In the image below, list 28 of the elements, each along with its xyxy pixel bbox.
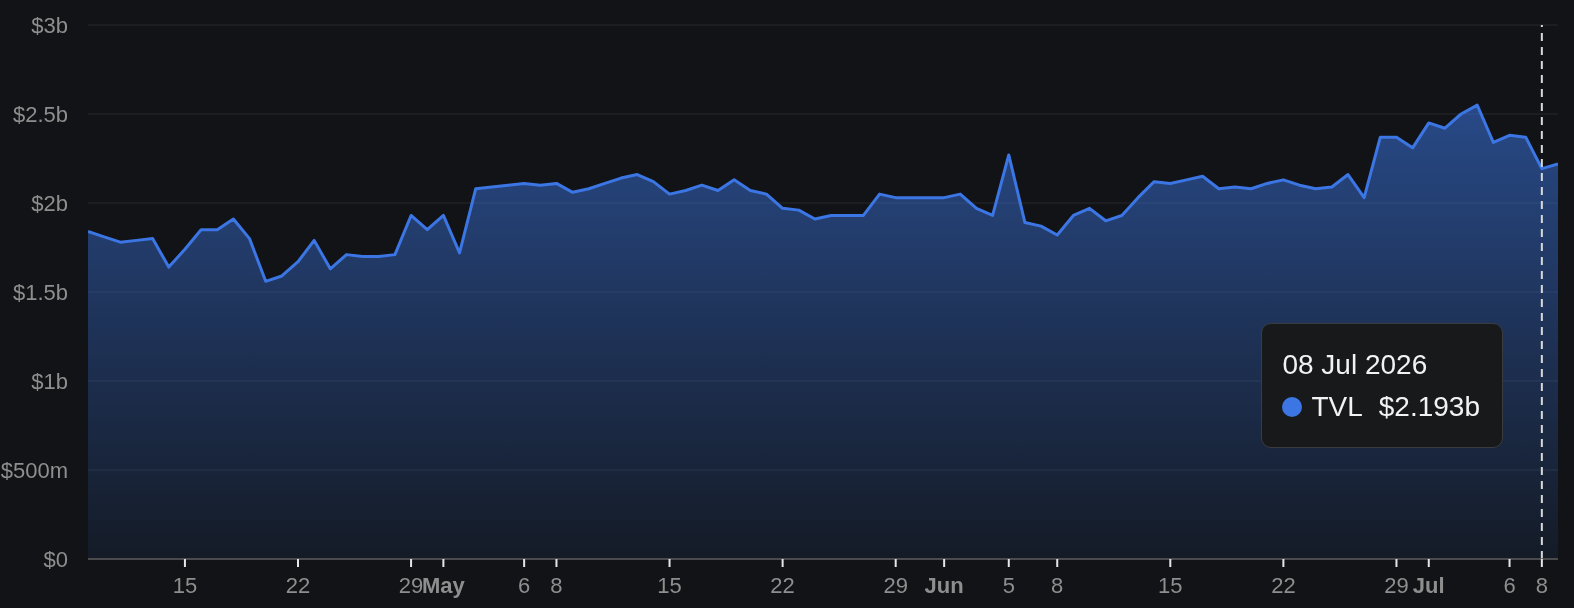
y-tick-label: $1.5b [12,279,68,305]
x-tick-label: May [421,572,466,598]
x-tick-label: 15 [1158,572,1183,598]
x-tick-label: 6 [518,572,531,598]
y-tick-label: $1b [31,368,68,394]
y-tick-label: $0 [43,546,68,572]
x-tick-label: 15 [172,572,198,598]
y-tick-label: $3b [31,12,68,38]
x-tick-label: 8 [1051,572,1064,598]
y-tick-label: $2b [31,190,68,216]
legend-label: TVL [1311,391,1363,422]
x-tick-label: Jul [1412,572,1445,598]
x-tick-label: Jun [924,572,964,598]
x-tick-label: 29 [1384,572,1409,598]
x-tick-label: 8 [1535,572,1548,598]
x-tick-label: 15 [657,572,682,598]
x-tick-label: 8 [550,572,563,598]
x-tick-label: 6 [1503,572,1516,598]
x-tick-label: 22 [770,572,795,598]
annotation: 08 Jul 2026 [1282,349,1428,380]
x-tick-label: 29 [883,572,908,598]
x-tick-label: 29 [398,572,424,598]
x-tick-label: 5 [1002,572,1015,598]
y-tick-label: $500m [0,457,68,483]
y-tick-label: $2.5b [12,101,68,127]
x-tick-label: 22 [285,572,311,598]
annotation: $2.193b [1378,391,1480,422]
x-tick-label: 22 [1271,572,1296,598]
